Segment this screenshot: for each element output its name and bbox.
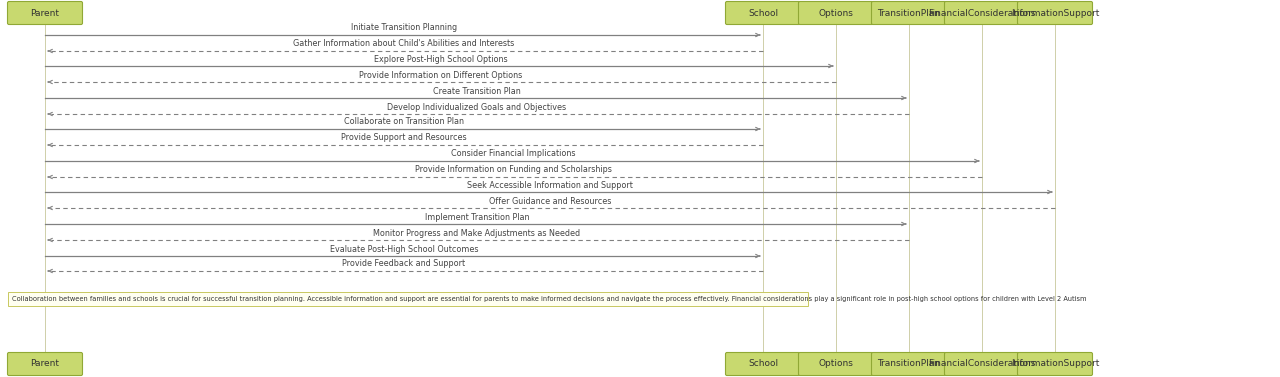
FancyBboxPatch shape: [8, 2, 82, 25]
Text: Collaborate on Transition Plan: Collaborate on Transition Plan: [344, 118, 465, 127]
Text: InformationSupport: InformationSupport: [1011, 360, 1100, 368]
FancyBboxPatch shape: [1018, 2, 1093, 25]
FancyBboxPatch shape: [799, 352, 873, 375]
Text: FinancialConsiderations: FinancialConsiderations: [928, 9, 1036, 17]
FancyBboxPatch shape: [8, 352, 82, 375]
FancyBboxPatch shape: [945, 2, 1019, 25]
Text: Consider Financial Implications: Consider Financial Implications: [452, 150, 576, 158]
Text: TransitionPlan: TransitionPlan: [878, 9, 941, 17]
Text: Evaluate Post-High School Outcomes: Evaluate Post-High School Outcomes: [330, 245, 479, 253]
Text: School: School: [748, 9, 778, 17]
Text: FinancialConsiderations: FinancialConsiderations: [928, 360, 1036, 368]
Text: Gather Information about Child's Abilities and Interests: Gather Information about Child's Abiliti…: [293, 40, 515, 49]
Text: InformationSupport: InformationSupport: [1011, 9, 1100, 17]
Text: TransitionPlan: TransitionPlan: [878, 360, 941, 368]
FancyBboxPatch shape: [8, 292, 808, 306]
FancyBboxPatch shape: [726, 2, 800, 25]
Text: Parent: Parent: [31, 360, 59, 368]
Text: Parent: Parent: [31, 9, 59, 17]
FancyBboxPatch shape: [872, 352, 946, 375]
Text: School: School: [748, 360, 778, 368]
Text: Provide Support and Resources: Provide Support and Resources: [342, 133, 467, 143]
Text: Monitor Progress and Make Adjustments as Needed: Monitor Progress and Make Adjustments as…: [374, 228, 581, 238]
Text: Collaboration between families and schools is crucial for successful transition : Collaboration between families and schoo…: [12, 296, 1087, 302]
Text: Implement Transition Plan: Implement Transition Plan: [425, 213, 529, 222]
FancyBboxPatch shape: [1018, 352, 1093, 375]
Text: Options: Options: [819, 360, 854, 368]
Text: Provide Information on Funding and Scholarships: Provide Information on Funding and Schol…: [415, 166, 612, 175]
FancyBboxPatch shape: [799, 2, 873, 25]
Text: Seek Accessible Information and Support: Seek Accessible Information and Support: [467, 181, 632, 190]
Text: Initiate Transition Planning: Initiate Transition Planning: [351, 23, 457, 32]
FancyBboxPatch shape: [726, 352, 800, 375]
Text: Offer Guidance and Resources: Offer Guidance and Resources: [489, 196, 611, 205]
Text: Provide Information on Different Options: Provide Information on Different Options: [358, 70, 522, 80]
Text: Provide Feedback and Support: Provide Feedback and Support: [343, 259, 466, 268]
FancyBboxPatch shape: [872, 2, 946, 25]
Text: Options: Options: [819, 9, 854, 17]
Text: Develop Individualized Goals and Objectives: Develop Individualized Goals and Objecti…: [388, 103, 567, 112]
FancyBboxPatch shape: [945, 352, 1019, 375]
Text: Create Transition Plan: Create Transition Plan: [433, 86, 521, 95]
Text: Explore Post-High School Options: Explore Post-High School Options: [374, 55, 507, 63]
